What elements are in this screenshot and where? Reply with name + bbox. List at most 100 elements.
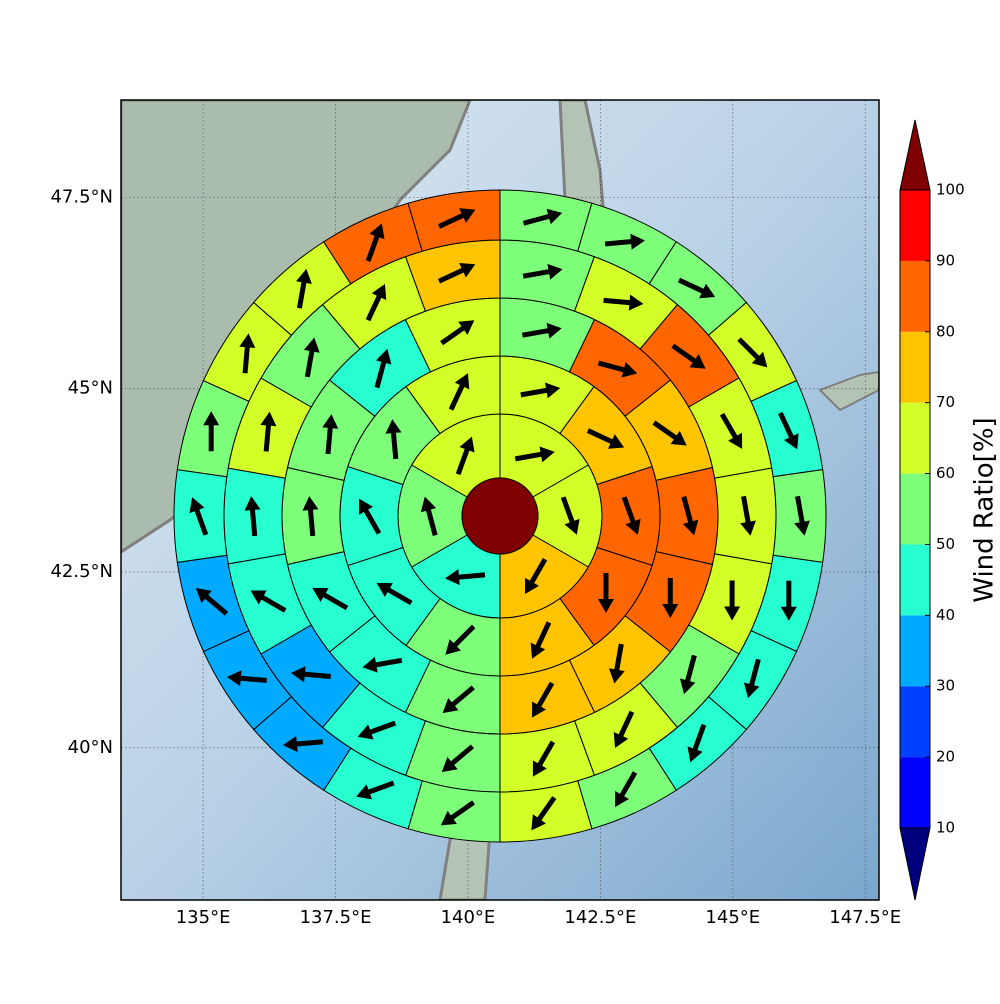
arrow-shape [290,666,331,683]
arrow-shape [244,496,261,537]
wind-arrow [226,670,267,687]
wind-arrow [677,277,716,299]
colorbar-extend-low [899,827,931,901]
arrow-shape [189,497,209,536]
arrow-shape [621,496,641,535]
arrow-shape [440,320,475,346]
colorbar-tick-label: 100 [936,181,965,199]
arrow-shape [521,322,562,339]
arrow-shape [671,343,706,369]
wind-arrow [520,382,561,399]
arrow-shape [250,590,287,613]
wind-arrow [302,496,319,537]
colorbar-bin [900,260,930,332]
colorbar-tick-label: 90 [936,251,955,269]
wind-arrow [250,590,287,613]
wind-arrow [724,580,741,621]
wind-arrow [671,343,706,369]
map-frame [120,99,880,901]
wind-arrow [365,223,385,262]
wind-rings [173,189,827,843]
wind-arrow [597,360,638,378]
wind-arrow [608,643,625,684]
arrow-shape [303,337,320,378]
wind-arrow [385,419,402,460]
x-tick-label: 135°E [176,907,231,928]
arrow-shape [195,587,229,616]
arrow-shape [226,670,267,687]
colorbar-bin [900,686,930,758]
wind-arrow [530,621,552,659]
arrow-shape [794,495,810,536]
arrow-shape [448,373,470,411]
wind-arrow [531,796,557,831]
arrow-shape [385,419,402,460]
arrow-shape [374,348,392,389]
wind-arrow [244,496,261,537]
colorbar-outline [899,189,931,829]
arrow-shape [365,283,387,322]
arrow-shape [724,580,741,621]
arrow-shape [359,498,382,535]
arrow-shape [514,446,555,463]
arrow-shape [362,656,403,673]
arrow-shape [603,294,644,311]
arrow-shape [376,582,413,606]
wind-arrow [615,771,638,808]
colorbar-label: Wind Ratio[%] [970,417,1000,602]
wind-arrow [560,496,580,535]
arrow-shape [437,262,476,284]
colorbar-tick-label: 80 [936,322,955,340]
arrow-shape [615,771,638,808]
wind-arrow [312,588,349,611]
arrow-shape [687,723,707,763]
colorbar-bin [900,402,930,474]
wind-arrow [441,744,475,773]
wind-arrow [780,580,797,621]
arrow-shape [531,796,557,831]
arrow-shape [679,654,697,695]
wind-arrow [420,496,438,536]
wind-arrow [239,333,256,374]
wind-arrow [719,412,743,449]
arrow-shape [445,624,476,655]
colorbar-bin [900,473,930,545]
wind-arrow [282,736,324,752]
x-tick-label: 140°E [441,907,496,928]
arrow-shape [608,643,625,684]
arrow-shape [737,337,768,368]
wind-arrow [737,337,768,368]
wind-arrow [376,582,413,606]
colorbar-tick-label: 20 [936,748,955,766]
arrow-shape [440,800,475,826]
arrow-shape [260,411,277,452]
arrow-shape [365,223,385,262]
colorbar-tick-label: 70 [936,393,955,411]
arrow-shape [296,268,312,309]
arrow-shape [282,736,324,752]
arrow-shape [442,685,475,714]
arrow-shape [530,621,552,659]
arrow-shape [445,569,486,586]
arrow-shape [532,681,555,718]
wind-arrow [681,496,699,536]
wind-arrow [522,263,563,280]
arrow-shape [604,233,645,250]
colorbar-tick-label: 60 [936,464,955,482]
wind-arrow [437,208,476,229]
wind-arrow [359,498,382,535]
wind-arrow [189,497,209,536]
wind-arrow [532,740,556,777]
arrow-shape [239,333,256,374]
wind-arrow [296,268,312,309]
arrow-shape [677,277,716,299]
x-tick-label: 137.5°E [300,907,372,928]
wind-arrow [455,436,475,476]
wind-arrow [445,569,486,586]
arrow-shape [778,412,799,450]
wind-arrow [613,710,635,749]
arrow-shape [522,263,563,280]
arrow-shape [520,382,561,399]
arrow-shape [560,496,580,535]
colorbar-tick-label: 50 [936,535,955,553]
